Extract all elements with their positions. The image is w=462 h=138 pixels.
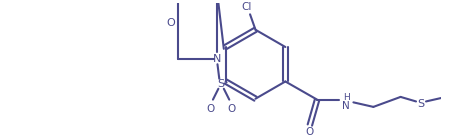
- Text: O: O: [206, 104, 214, 114]
- Text: Cl: Cl: [241, 2, 252, 12]
- Text: S: S: [218, 79, 225, 89]
- Text: H: H: [343, 93, 350, 102]
- Text: O: O: [166, 18, 175, 28]
- Text: N: N: [213, 54, 221, 64]
- Text: O: O: [306, 127, 314, 137]
- Text: S: S: [417, 99, 424, 109]
- Text: O: O: [228, 104, 236, 114]
- Text: N: N: [342, 101, 350, 111]
